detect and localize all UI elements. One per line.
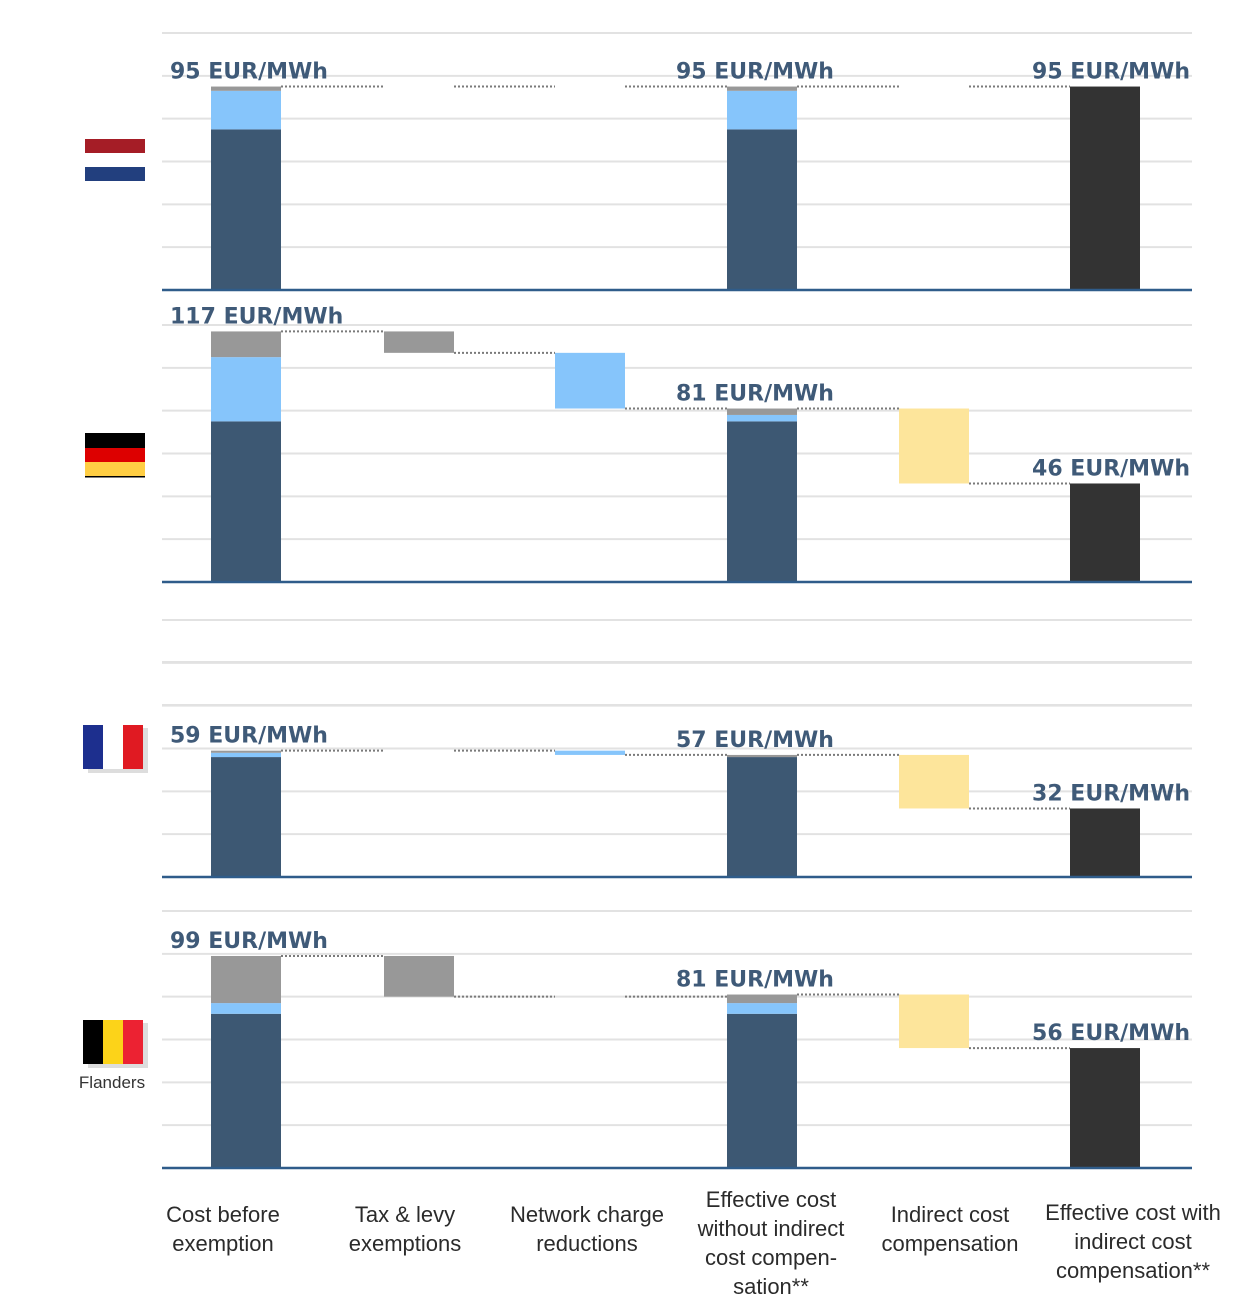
category-label: Effective cost without indirect cost compe… [697, 1187, 845, 1299]
category-label-line: Effective cost [706, 1187, 836, 1212]
flag-stripe [85, 476, 145, 478]
data-label: 99 EUR/MWh [170, 929, 328, 954]
data-label: 95 EUR/MWh [1032, 60, 1190, 85]
effective-without-network-bar [727, 1003, 797, 1014]
category-label-line: cost compen- [705, 1245, 837, 1270]
data-label: 81 EUR/MWh [676, 382, 834, 407]
flag-stripe [85, 462, 145, 476]
data-label: 59 EUR/MWh [170, 724, 328, 749]
cost-before-tax-bar [211, 955, 281, 1004]
flag-stripe [83, 1020, 103, 1064]
data-label: 95 EUR/MWh [170, 60, 328, 85]
category-label-line: Indirect cost [891, 1202, 1010, 1227]
cost-before-network-bar [211, 752, 281, 758]
flag-stripe [123, 725, 143, 769]
effective-without-network-bar [727, 90, 797, 130]
fr-flag-icon [83, 725, 148, 773]
category-label-line: Effective cost with [1045, 1200, 1221, 1225]
flag-stripe [85, 448, 145, 462]
effective-with-bar [1070, 808, 1140, 877]
effective-without-base-bar [727, 1013, 797, 1168]
category-label: Tax & levy exemptions [349, 1202, 462, 1256]
effective-without-base-bar [727, 757, 797, 877]
panel-netherlands: 95 EUR/MWh 95 EUR/MWh 95 EUR/MWh [85, 32, 1192, 292]
category-label: Effective cost with indirect cost compensa… [1045, 1200, 1221, 1283]
data-label: 46 EUR/MWh [1032, 456, 1190, 481]
effective-without-tax-bar [727, 86, 797, 91]
category-label-line: Cost before [166, 1202, 280, 1227]
effective-with-bar [1070, 1048, 1140, 1168]
category-label: Network charge reductions [510, 1202, 664, 1256]
category-label-line: compensation** [1056, 1258, 1211, 1283]
cost-before-tax-bar [211, 750, 281, 753]
tax-exemption-bar [384, 955, 454, 997]
cost-before-network-bar [211, 90, 281, 130]
network-reduction-bar [555, 750, 625, 755]
effective-without-tax-bar [727, 754, 797, 758]
data-label: 117 EUR/MWh [170, 304, 343, 329]
flag-stripe [83, 725, 103, 769]
cost-before-base-bar [211, 129, 281, 290]
cost-before-base-bar [211, 757, 281, 877]
cost-before-tax-bar [211, 86, 281, 91]
data-label: 56 EUR/MWh [1032, 1021, 1190, 1046]
category-label-line: sation** [733, 1274, 809, 1299]
indirect-compensation-bar [899, 994, 969, 1049]
category-label: Cost before exemption [166, 1202, 280, 1256]
region-label: Flanders [79, 1073, 145, 1092]
be-flag-icon [83, 1020, 148, 1068]
flag-stripe [85, 139, 145, 153]
flag-stripe [85, 153, 145, 167]
data-label: 81 EUR/MWh [676, 968, 834, 993]
flag-stripe [103, 1020, 123, 1064]
panel-france: 59 EUR/MWh 57 EUR/MWh 32 EUR/MWh [83, 619, 1192, 879]
network-reduction-bar [555, 352, 625, 409]
flag-stripe [123, 1020, 143, 1064]
effective-without-base-bar [727, 129, 797, 290]
category-label: Indirect cost compensation [882, 1202, 1019, 1256]
effective-with-bar [1070, 86, 1140, 291]
indirect-compensation-bar [899, 408, 969, 484]
flag-stripe [85, 167, 145, 181]
cost-before-network-bar [211, 357, 281, 422]
de-flag-icon [85, 433, 145, 478]
category-label-line: Network charge [510, 1202, 664, 1227]
category-label-line: reductions [536, 1231, 638, 1256]
flag-stripe [85, 433, 145, 448]
effective-without-tax-bar [727, 408, 797, 415]
data-label: 32 EUR/MWh [1032, 781, 1190, 806]
category-label-line: without indirect [697, 1216, 845, 1241]
cost-before-base-bar [211, 421, 281, 582]
effective-without-base-bar [727, 421, 797, 582]
category-label-line: indirect cost [1074, 1229, 1191, 1254]
category-label-line: Tax & levy [355, 1202, 455, 1227]
panel-belgium: 99 EUR/MWh 81 EUR/MWh 56 EUR/MWh Flanders [79, 910, 1192, 1170]
flag-stripe [103, 725, 123, 769]
tax-exemption-bar [384, 331, 454, 353]
category-label-line: compensation [882, 1231, 1019, 1256]
effective-without-network-bar [727, 414, 797, 422]
category-label-line: exemptions [349, 1231, 462, 1256]
cost-before-network-bar [211, 1003, 281, 1014]
category-label-line: exemption [172, 1231, 274, 1256]
effective-with-bar [1070, 483, 1140, 582]
data-label: 57 EUR/MWh [676, 728, 834, 753]
indirect-compensation-bar [899, 754, 969, 809]
nl-flag-icon [85, 139, 145, 181]
effective-without-tax-bar [727, 994, 797, 1004]
data-label: 95 EUR/MWh [676, 60, 834, 85]
cost-before-base-bar [211, 1013, 281, 1168]
cost-before-tax-bar [211, 331, 281, 358]
panel-germany: 117 EUR/MWh 81 EUR/MWh 46 EUR/MWh [85, 304, 1192, 584]
